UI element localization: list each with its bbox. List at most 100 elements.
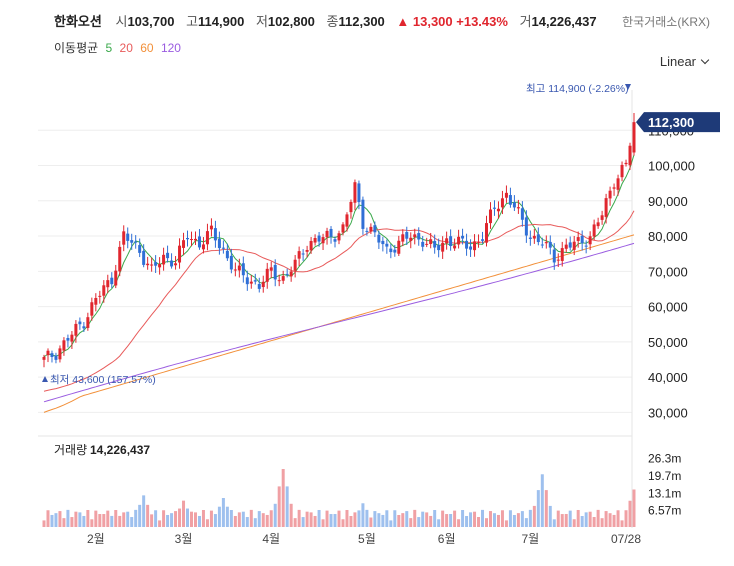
volume-bar <box>389 520 393 527</box>
candle-body <box>588 236 592 245</box>
volume-bar <box>433 510 437 527</box>
volume-bar <box>213 514 217 527</box>
candle-body <box>548 241 552 248</box>
volume-bar <box>417 517 421 527</box>
scale-label: Linear <box>659 54 696 69</box>
ma-legend-60: 60 <box>140 41 154 55</box>
candle-body <box>233 269 237 271</box>
x-tick-label: 6월 <box>438 532 456 546</box>
volume-bar <box>369 517 373 527</box>
volume-bar <box>98 514 102 527</box>
volume-bar <box>205 519 209 527</box>
candle-body <box>114 270 118 286</box>
candle-body <box>504 192 508 198</box>
volume-bar <box>552 519 556 527</box>
candle-body <box>74 323 78 336</box>
candle-body <box>600 215 604 220</box>
open-label: 시 <box>115 14 128 29</box>
volume-bar <box>488 511 492 527</box>
volume-bar <box>592 516 596 527</box>
volume-bar <box>624 510 628 527</box>
candle-body <box>126 233 130 241</box>
candle-body <box>556 259 560 261</box>
candle-body <box>481 239 485 241</box>
volume-bar <box>110 515 114 527</box>
volume-bar <box>365 509 369 527</box>
y-tick-label: 100,000 <box>648 159 695 174</box>
volume-bar <box>457 519 461 527</box>
candle-body <box>580 235 584 244</box>
candle-body <box>508 195 512 205</box>
candle-body <box>158 264 162 268</box>
candle-body <box>461 235 465 239</box>
candle-body <box>174 263 178 266</box>
volume-bar <box>233 515 237 527</box>
volume-bar <box>66 509 70 527</box>
volume-panel-value: 14,226,437 <box>90 443 150 457</box>
candle-body <box>166 252 170 259</box>
current-price-badge <box>636 112 720 133</box>
volume-bar <box>620 520 624 527</box>
volume-bar <box>197 515 201 527</box>
candle-body <box>377 234 381 243</box>
candle-body <box>205 231 209 245</box>
candle-body <box>429 239 433 245</box>
candle-body <box>281 276 285 281</box>
candle-body <box>221 247 225 249</box>
volume-bar <box>437 519 441 527</box>
candle-body <box>297 251 301 259</box>
volume-bar <box>405 511 409 527</box>
candle-body <box>325 230 329 238</box>
volume-bar <box>162 510 166 527</box>
volume-bar <box>496 514 500 527</box>
candle-body <box>154 262 158 266</box>
price-header: 한화오션 시103,700 고114,900 저102,800 종112,300… <box>54 11 605 30</box>
candle-body <box>313 238 317 243</box>
candle-body <box>405 232 409 239</box>
volume-bar <box>285 486 289 527</box>
volume-bar <box>477 517 481 527</box>
volume-bar <box>604 511 608 527</box>
candle-body <box>485 223 488 243</box>
scale-dropdown[interactable]: Linear <box>659 54 710 69</box>
volume-bar <box>229 510 233 527</box>
volume-bar <box>560 514 564 527</box>
volume-bar <box>122 512 126 527</box>
candle-body <box>269 267 273 271</box>
candle-body <box>190 239 193 241</box>
volume-bar <box>94 510 98 527</box>
volume-bar <box>249 509 253 527</box>
volume-bar <box>62 518 66 527</box>
volume-bar <box>289 503 293 527</box>
candle-body <box>373 225 377 233</box>
candle-body <box>393 249 397 253</box>
candle-body <box>453 245 457 249</box>
candle-body <box>520 208 524 220</box>
x-tick-label: 2월 <box>87 532 105 546</box>
volume-bar <box>540 474 544 527</box>
volume-bar <box>70 517 74 527</box>
candle-body <box>361 199 365 229</box>
volume-bar <box>445 514 449 527</box>
candle-body <box>564 244 568 249</box>
candle-body <box>261 281 265 288</box>
candle-body <box>492 207 496 209</box>
volume-bar <box>90 519 94 527</box>
y-tick-label: 30,000 <box>648 405 688 420</box>
candle-body <box>596 222 600 227</box>
candle-body <box>142 250 146 265</box>
candle-body <box>381 240 385 245</box>
volume-bar <box>170 513 174 527</box>
y-tick-label: 80,000 <box>648 229 688 244</box>
candle-body <box>473 241 477 251</box>
candle-body <box>437 245 441 251</box>
volume-bar <box>612 514 616 527</box>
volume-bar <box>277 486 281 527</box>
volume-bar <box>74 511 78 527</box>
candle-body <box>488 209 492 224</box>
volume-bar <box>481 509 485 527</box>
ma-legend: 이동평균 5 20 60 120 <box>54 39 185 56</box>
y-tick-label: 90,000 <box>648 194 688 209</box>
volume-bar <box>154 510 158 527</box>
